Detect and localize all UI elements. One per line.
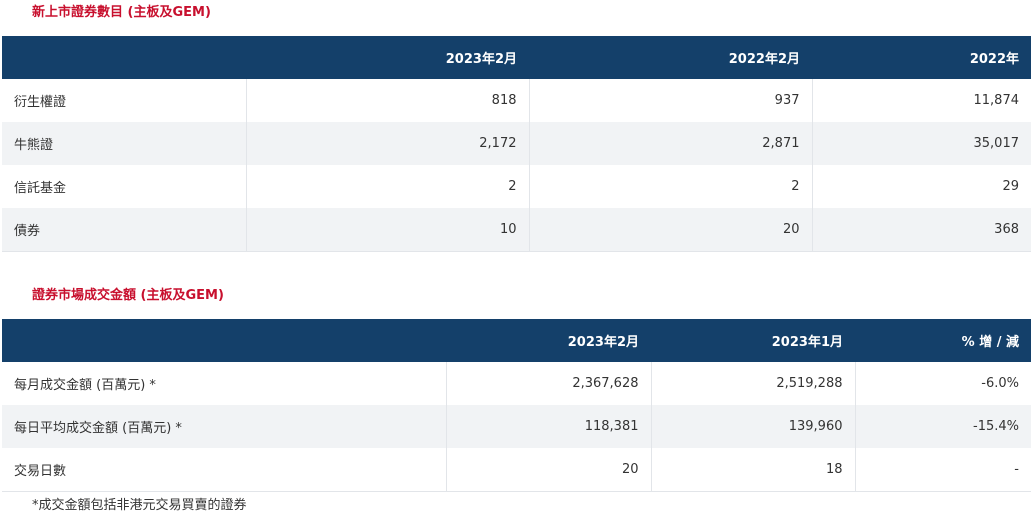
table-row: 牛熊證 2,172 2,871 35,017 xyxy=(2,122,1031,165)
cell-value: 118,381 xyxy=(446,405,652,448)
header-cell-2023-feb: 2023年2月 xyxy=(567,335,639,350)
turnover-title: 證券市場成交金額 (主板及GEM) xyxy=(32,288,224,303)
header-cell-2023-feb: 2023年2月 xyxy=(445,52,517,67)
table-row: 衍生權證 818 937 11,874 xyxy=(2,79,1031,122)
header-cell-empty xyxy=(2,36,246,79)
header-cell-empty xyxy=(2,319,446,362)
cell-value: 2,871 xyxy=(529,122,813,165)
header-cell-change: % 增 / 減 xyxy=(961,335,1019,350)
cell-value: -15.4% xyxy=(973,419,1019,434)
header-cell-2023-jan: 2023年1月 xyxy=(771,335,843,350)
header-cell-2022-feb: 2022年2月 xyxy=(728,52,800,67)
cell-value: 2 xyxy=(246,165,530,208)
cell-value: 937 xyxy=(529,79,813,122)
turnover-table: 2023年2月 2023年1月 % 增 / 減 每月成交金額 (百萬元) * 2… xyxy=(2,319,1031,492)
table-row: 每日平均成交金額 (百萬元) * 118,381 139,960 -15.4% xyxy=(2,405,1031,448)
cell-value: 818 xyxy=(246,79,530,122)
table-row: 債券 10 20 368 xyxy=(2,208,1031,252)
footnote: *成交金額包括非港元交易買賣的證券 xyxy=(32,498,247,513)
row-label: 每月成交金額 (百萬元) * xyxy=(2,362,447,405)
cell-value: 2,367,628 xyxy=(446,362,652,405)
cell-value: 2,519,288 xyxy=(651,362,856,405)
table-row: 信託基金 2 2 29 xyxy=(2,165,1031,208)
table-row: 交易日數 20 18 - xyxy=(2,448,1031,492)
cell-value: 20 xyxy=(446,448,652,492)
row-label: 每日平均成交金額 (百萬元) * xyxy=(2,405,447,448)
cell-value: 368 xyxy=(812,208,1031,252)
table-header-row: 2023年2月 2022年2月 2022年 xyxy=(2,36,1031,79)
row-label: 信託基金 xyxy=(2,165,247,208)
cell-value: 35,017 xyxy=(973,136,1020,151)
cell-value: 18 xyxy=(651,448,856,492)
cell-value: 20 xyxy=(529,208,813,252)
cell-value: 10 xyxy=(246,208,530,252)
table-row: 每月成交金額 (百萬元) * 2,367,628 2,519,288 -6.0% xyxy=(2,362,1031,405)
row-label: 牛熊證 xyxy=(2,122,247,165)
new-listings-table: 2023年2月 2022年2月 2022年 衍生權證 818 937 11,87… xyxy=(2,36,1031,252)
row-label: 交易日數 xyxy=(2,448,447,492)
cell-value: 11,874 xyxy=(973,93,1020,108)
cell-value: 2,172 xyxy=(246,122,530,165)
new-listings-title: 新上市證券數目 (主板及GEM) xyxy=(32,5,211,20)
cell-value: 29 xyxy=(1002,179,1019,194)
header-cell-2022: 2022年 xyxy=(969,52,1019,67)
cell-value: -6.0% xyxy=(981,376,1019,391)
table-header-row: 2023年2月 2023年1月 % 增 / 減 xyxy=(2,319,1031,362)
cell-value: 139,960 xyxy=(651,405,856,448)
row-label: 衍生權證 xyxy=(2,79,247,122)
cell-value: 2 xyxy=(529,165,813,208)
cell-value: - xyxy=(855,448,1031,492)
row-label: 債券 xyxy=(2,208,247,252)
